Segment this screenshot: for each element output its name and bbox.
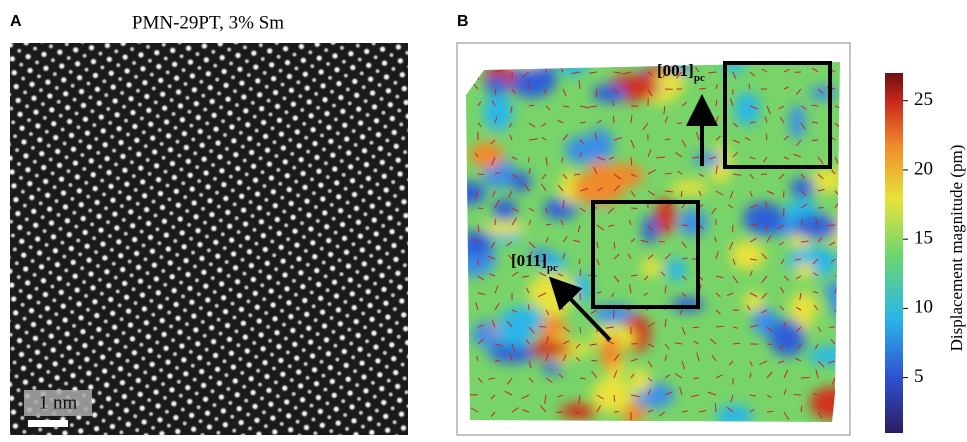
displacement-vector [529, 105, 534, 106]
displacement-vector [716, 326, 724, 327]
colorbar [885, 73, 903, 433]
map-blob [449, 181, 486, 205]
displacement-vector [591, 360, 597, 361]
map-blob [493, 198, 517, 221]
displacement-vector [750, 224, 758, 225]
map-blob [743, 202, 784, 235]
displacement-vector [699, 88, 706, 89]
panel-title: PMN-29PT, 3% Sm [132, 12, 284, 33]
page: {"panel_a": {"label": "A", "title": "PMN… [0, 0, 967, 437]
displacement-vector [767, 411, 773, 412]
map-blob [795, 262, 814, 279]
direction-subscript: pc [547, 262, 558, 274]
colorbar-tick-label: 20 [914, 158, 933, 179]
map-blob [789, 292, 818, 325]
map-blob [592, 84, 627, 103]
direction-subscript: pc [694, 72, 705, 84]
colorbar-tick-label: 25 [914, 89, 933, 110]
displacement-vector [613, 116, 614, 123]
map-blob [483, 221, 526, 235]
map-blob [483, 93, 513, 131]
map-blob [470, 142, 504, 169]
colorbar-tick-label: 10 [914, 297, 933, 318]
map-blob [809, 86, 838, 100]
figure: A PMN-29PT, 3% Sm 1 nm B [001]pc [011]pc… [0, 0, 967, 437]
displacement-vector [827, 225, 835, 226]
map-blob [793, 214, 840, 238]
map-blob [600, 335, 622, 369]
map-blob [730, 241, 765, 270]
direction-text: [001] [657, 61, 694, 80]
map-blob [642, 215, 658, 244]
displacement-vector [528, 304, 529, 310]
direction-text: [011] [511, 251, 547, 270]
map-blob [485, 75, 508, 96]
displacement-vector [794, 394, 801, 395]
panel-label: B [457, 13, 469, 30]
scale-bar [28, 420, 68, 427]
map-blob [790, 178, 815, 197]
map-blob [528, 273, 576, 312]
map-blob [630, 367, 650, 393]
map-blob [565, 136, 600, 164]
colorbar-tick-label: 5 [914, 366, 924, 387]
map-blob [641, 258, 661, 277]
map-blob [670, 180, 709, 195]
colorbar-tick-label: 15 [914, 228, 933, 249]
map-blob [693, 152, 722, 166]
scale-bar-label: 1 nm [39, 392, 78, 413]
displacement-map [449, 44, 865, 435]
map-blob [769, 319, 806, 357]
map-blob [599, 163, 644, 188]
colorbar-label: Displacement magnitude (pm) [947, 145, 966, 352]
panel-label: A [10, 13, 22, 30]
stem-image [10, 43, 408, 435]
displacement-vector [677, 123, 682, 124]
map-blob [678, 209, 708, 236]
displacement-vector [478, 174, 484, 175]
map-blob [574, 273, 592, 303]
map-blob [789, 104, 805, 140]
map-blob [530, 340, 571, 358]
map-blob [497, 308, 534, 347]
displacement-vector [694, 378, 699, 379]
map-blob [560, 403, 597, 419]
displacement-vector [580, 327, 581, 333]
